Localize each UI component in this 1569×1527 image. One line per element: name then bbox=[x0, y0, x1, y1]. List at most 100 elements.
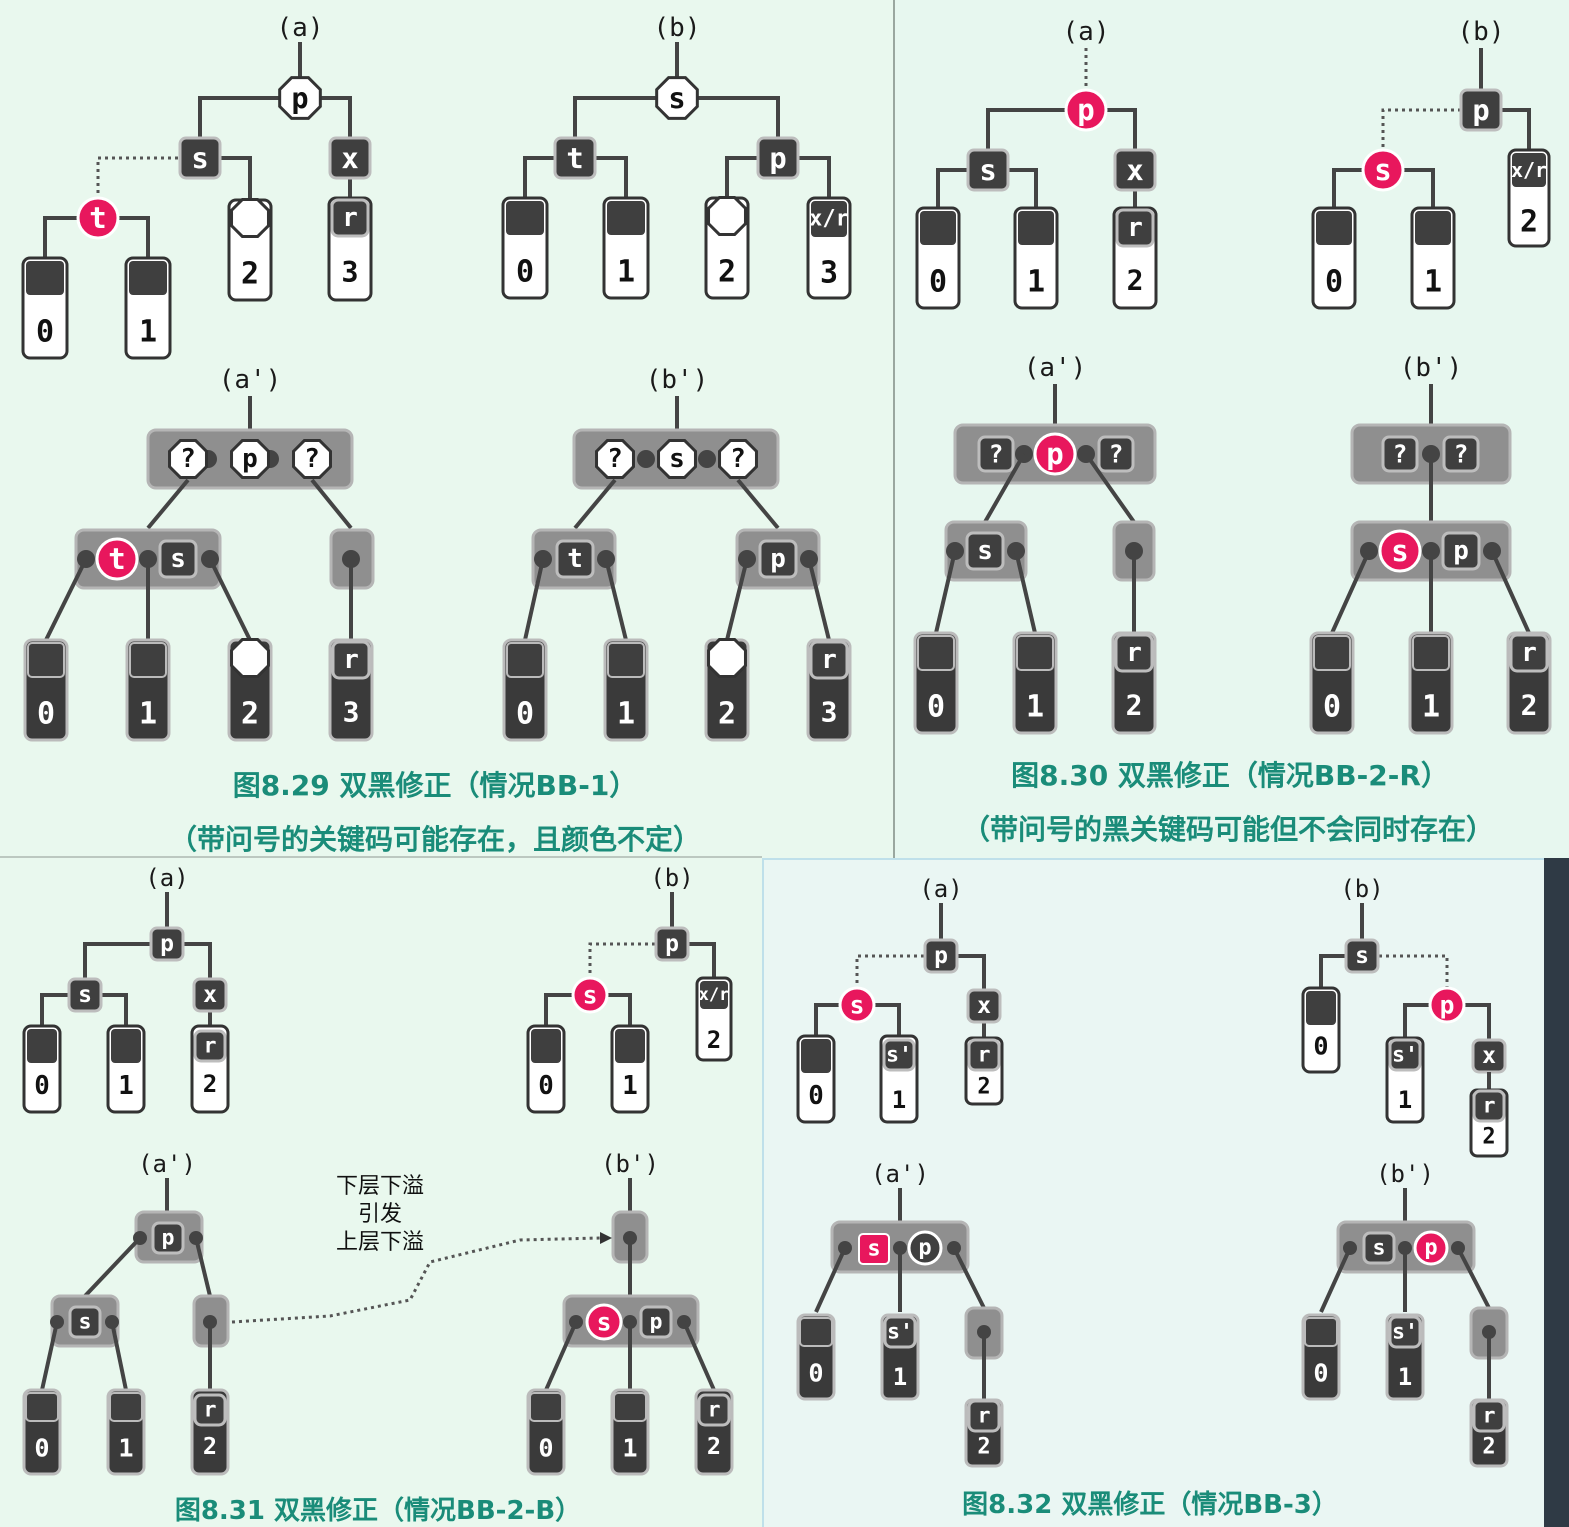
subtree-label: 3 bbox=[820, 256, 838, 291]
subtree-root bbox=[25, 1392, 59, 1422]
dotted-link bbox=[1379, 954, 1449, 988]
node-key: r bbox=[1482, 1094, 1495, 1119]
black-node bbox=[809, 640, 849, 680]
note-line: 下层下溢 bbox=[335, 1174, 424, 1199]
dotted-link bbox=[96, 156, 178, 200]
node-octagon bbox=[657, 439, 697, 479]
subfigure-label: (a') bbox=[219, 365, 282, 395]
red-node bbox=[76, 196, 120, 240]
tree-edge bbox=[1084, 452, 1136, 524]
node-key: p bbox=[1453, 536, 1469, 566]
tree-edge bbox=[1403, 1003, 1430, 1038]
subfigure-label: (b') bbox=[1400, 353, 1463, 383]
tree-edge bbox=[1456, 1247, 1491, 1309]
node-key: s bbox=[1355, 943, 1369, 969]
node-octagon bbox=[230, 439, 270, 479]
node-key: s' bbox=[886, 1043, 912, 1068]
black-node bbox=[966, 148, 1010, 192]
black-node bbox=[654, 926, 690, 962]
node-key: x bbox=[1126, 153, 1143, 187]
black-node bbox=[1113, 148, 1157, 192]
subtree-label: 2 bbox=[241, 697, 259, 732]
subtree-label: 0 bbox=[927, 690, 945, 725]
tree-edge bbox=[544, 993, 572, 1028]
node-key: s bbox=[583, 981, 598, 1010]
node-key: s bbox=[867, 1237, 880, 1262]
subfigure-label: (a') bbox=[138, 1150, 196, 1178]
overflow-propagation-note: 下层下溢 引发 上层下溢 bbox=[330, 1173, 430, 1257]
subtree-label: 0 bbox=[34, 1434, 49, 1463]
subtree-label: 1 bbox=[622, 1071, 638, 1101]
tree-edge bbox=[1014, 550, 1037, 634]
tree-edge bbox=[43, 216, 78, 262]
subtree-label: 1 bbox=[1026, 690, 1044, 725]
node-key: ? bbox=[1454, 440, 1469, 469]
black-node bbox=[1344, 938, 1380, 974]
tree-edge bbox=[934, 550, 957, 634]
node-key: p bbox=[1046, 437, 1063, 471]
subtree-label: 2 bbox=[1482, 1125, 1495, 1150]
black-node bbox=[1441, 531, 1481, 571]
tree-edge bbox=[110, 1321, 128, 1391]
subtree-root bbox=[506, 642, 544, 678]
tree-edge bbox=[1319, 1247, 1352, 1313]
black-node bbox=[1381, 435, 1419, 473]
subfigure-label: (b) bbox=[650, 864, 693, 892]
subfigure-label: (b') bbox=[1376, 1160, 1434, 1188]
subtree-label: 0 bbox=[516, 255, 534, 290]
tree-edge bbox=[725, 156, 758, 200]
node-key: s bbox=[979, 153, 996, 187]
black-node bbox=[151, 1221, 185, 1255]
tree-edge bbox=[102, 993, 128, 1028]
figure-8-29-title: 图8.29 双黑修正（情况BB-1） bbox=[232, 769, 638, 802]
tree-edge bbox=[310, 478, 353, 530]
figure-8-32-title: 图8.32 双黑修正（情况BB-3） bbox=[962, 1490, 1338, 1520]
panel-divider bbox=[893, 0, 895, 858]
black-node bbox=[1472, 1399, 1506, 1433]
tree-edge bbox=[40, 1321, 59, 1391]
subtree-root bbox=[1316, 211, 1352, 245]
subfigure-label: (b) bbox=[1458, 17, 1505, 47]
tree-edge bbox=[689, 942, 716, 978]
black-node bbox=[923, 938, 959, 974]
subtree-label: 2 bbox=[977, 1435, 990, 1460]
subtree-label: 2 bbox=[203, 1070, 218, 1098]
subtree-label: 2 bbox=[707, 1026, 721, 1054]
black-node bbox=[330, 198, 370, 238]
subtree-label: 2 bbox=[1126, 689, 1143, 722]
note-line: 引发 bbox=[357, 1202, 402, 1227]
black-node bbox=[555, 539, 595, 579]
subtree-root bbox=[1306, 991, 1336, 1025]
node-key: ? bbox=[989, 440, 1004, 469]
node-key: s bbox=[170, 544, 186, 574]
black-node bbox=[1097, 435, 1135, 473]
subtree-root bbox=[613, 1392, 647, 1422]
node-key: x bbox=[341, 141, 358, 175]
node-key: r bbox=[203, 1034, 216, 1059]
red-node bbox=[1378, 529, 1422, 573]
black-node bbox=[1388, 1315, 1422, 1349]
tree-edge bbox=[1490, 550, 1531, 634]
black-node bbox=[967, 1399, 1001, 1433]
subtree-label: 1 bbox=[139, 697, 157, 732]
black-node bbox=[67, 977, 103, 1013]
figure-8-31-title: 图8.31 双黑修正（情况BB-2-B） bbox=[174, 1496, 582, 1526]
subfigure-label: (a) bbox=[1063, 17, 1110, 47]
link-dot bbox=[637, 450, 655, 468]
node-key: p bbox=[934, 943, 948, 969]
node-key: s' bbox=[1392, 1320, 1418, 1345]
subtree-root bbox=[129, 261, 167, 295]
tree-edge bbox=[523, 156, 555, 200]
tree-edge bbox=[798, 156, 831, 200]
node-key: r bbox=[342, 203, 358, 233]
black-node bbox=[700, 981, 728, 1009]
node-key: p bbox=[770, 544, 786, 574]
tree-edge bbox=[682, 1321, 716, 1391]
black-node bbox=[977, 435, 1015, 473]
subfigure-label: (a') bbox=[871, 1160, 929, 1188]
red-node bbox=[1033, 432, 1077, 476]
black-node bbox=[697, 1393, 731, 1427]
subfigure-label: (a) bbox=[145, 864, 188, 892]
subfigure-label: (a') bbox=[1024, 353, 1087, 383]
black-node bbox=[158, 539, 198, 579]
